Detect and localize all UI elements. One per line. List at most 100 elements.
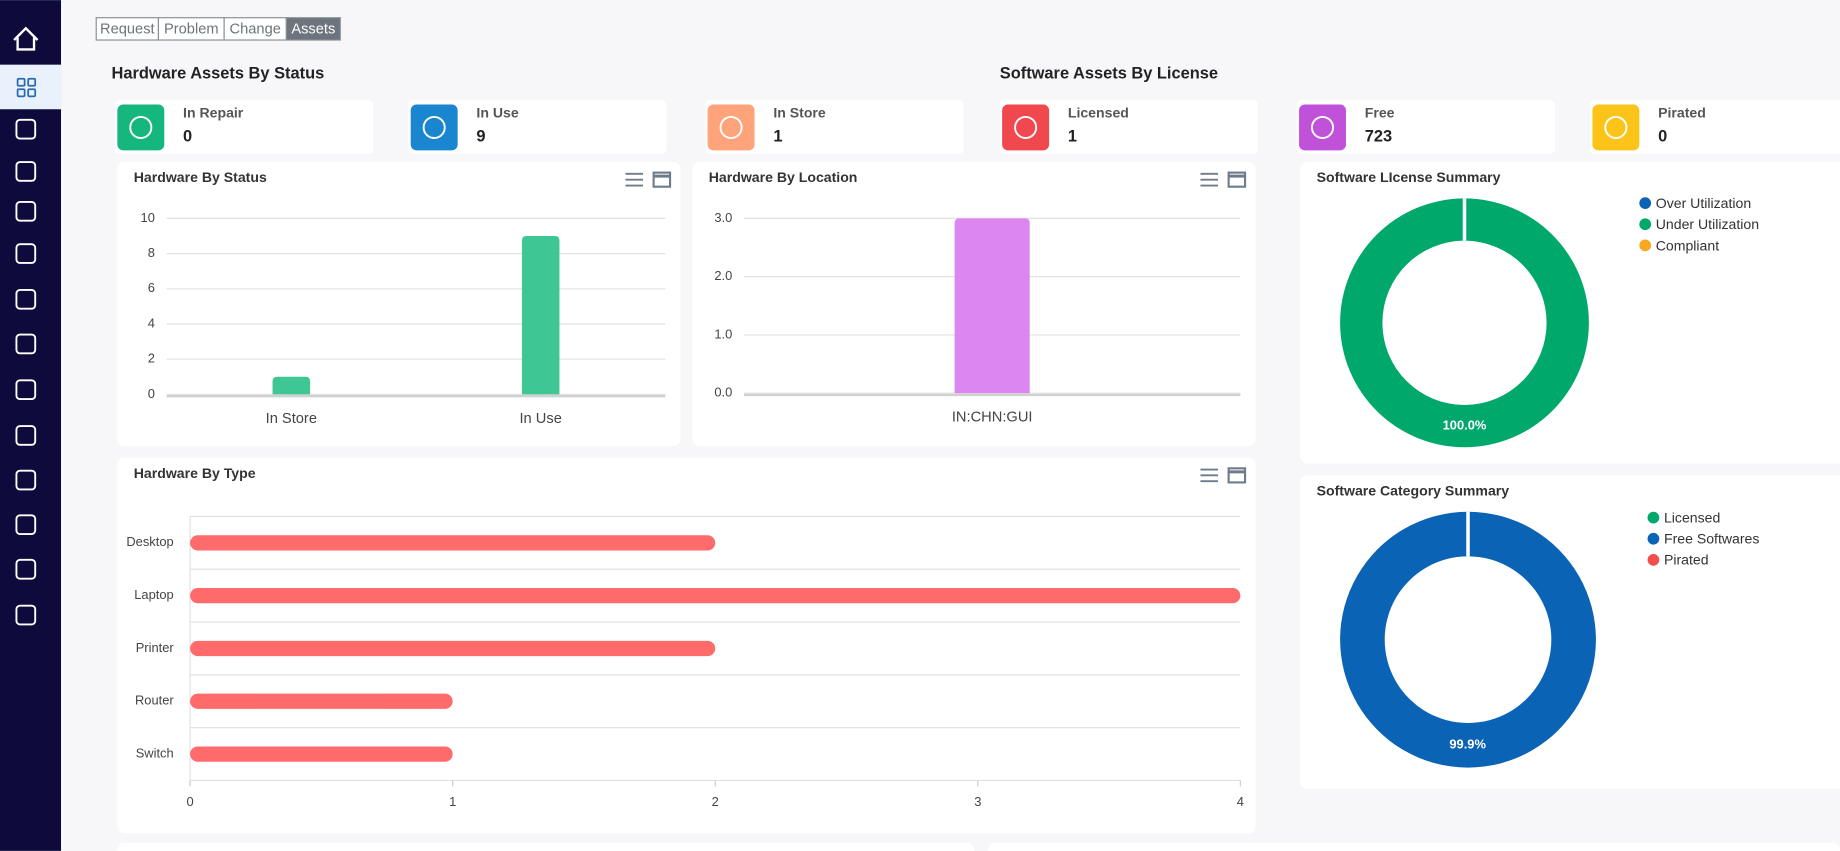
stat-value: 1 xyxy=(773,128,782,146)
nav-icon[interactable] xyxy=(15,379,37,401)
y-tick-label: 0.0 xyxy=(714,385,732,400)
legend-label[interactable]: Pirated xyxy=(1664,552,1709,568)
donut-slice xyxy=(1340,198,1589,448)
tab-label[interactable]: Assets xyxy=(291,21,335,37)
sidebar-active xyxy=(0,64,62,110)
bar xyxy=(190,746,453,762)
x-tick-label: In Use xyxy=(519,411,561,427)
nav-icon[interactable] xyxy=(15,469,37,491)
chart-title: Hardware By Type xyxy=(134,465,256,481)
legend-marker[interactable] xyxy=(1647,532,1660,545)
expand-icon[interactable] xyxy=(1227,467,1247,484)
tab[interactable] xyxy=(285,17,341,41)
legend-marker[interactable] xyxy=(1639,197,1652,209)
menu-icon[interactable] xyxy=(1200,468,1219,483)
stat-label: In Repair xyxy=(183,105,244,121)
nav-icon[interactable] xyxy=(15,425,37,446)
legend-label[interactable]: Under Utilization xyxy=(1656,216,1759,232)
expand-icon[interactable] xyxy=(652,171,672,188)
stat-card xyxy=(115,99,374,154)
expand-icon[interactable] xyxy=(1227,171,1247,188)
stat-card xyxy=(408,99,667,154)
data-label: 100.0% xyxy=(1443,417,1487,432)
bar xyxy=(190,588,1241,604)
stat-value: 9 xyxy=(476,128,485,146)
chart-title: Software LIcense Summary xyxy=(1317,169,1501,185)
y-tick-label: 6 xyxy=(148,280,155,295)
nav-icon[interactable] xyxy=(15,118,37,140)
y-tick-label: 2.0 xyxy=(714,268,732,283)
stat-value: 0 xyxy=(1658,128,1667,146)
stat-icon xyxy=(1592,104,1640,151)
stat-card xyxy=(999,99,1258,154)
nav-icon[interactable] xyxy=(27,88,37,98)
x-tick-label: 1 xyxy=(449,794,456,809)
nav-icon[interactable] xyxy=(13,26,39,51)
legend-label[interactable]: Over Utilization xyxy=(1656,195,1751,211)
y-tick-label: Laptop xyxy=(134,587,173,602)
y-tick-label: 0 xyxy=(148,386,155,401)
x-tick-label: 2 xyxy=(712,794,719,809)
chart-title: Hardware By Status xyxy=(134,169,267,185)
y-tick-label: 8 xyxy=(148,245,155,260)
legend-marker[interactable] xyxy=(1639,239,1652,252)
x-tick-label: IN:CHN:GUI xyxy=(952,410,1033,426)
y-tick-label: Desktop xyxy=(126,534,173,549)
stat-value: 0 xyxy=(183,128,192,146)
bar xyxy=(954,218,1030,394)
legend-label[interactable]: Licensed xyxy=(1664,510,1720,526)
nav-icon[interactable] xyxy=(15,243,37,264)
y-tick-label: Switch xyxy=(136,745,174,760)
tab-label[interactable]: Change xyxy=(230,21,281,37)
legend-label[interactable]: Free Softwares xyxy=(1664,531,1759,547)
nav-icon[interactable] xyxy=(15,333,37,355)
panel-edge xyxy=(117,842,974,851)
panel-edge xyxy=(988,842,1840,851)
y-tick-label: 10 xyxy=(141,210,155,225)
nav-icon[interactable] xyxy=(15,201,37,222)
legend-marker[interactable] xyxy=(1647,553,1660,566)
nav-icon[interactable] xyxy=(15,161,37,182)
x-tick-label: 4 xyxy=(1237,794,1244,809)
tab-label[interactable]: Problem xyxy=(164,21,219,37)
donut-slice xyxy=(1340,511,1596,768)
y-tick-label: 4 xyxy=(148,315,155,330)
y-tick-label: 1.0 xyxy=(714,326,732,341)
nav-icon[interactable] xyxy=(15,289,37,310)
stat-label: Pirated xyxy=(1658,105,1706,121)
menu-icon[interactable] xyxy=(625,172,644,187)
nav-icon[interactable] xyxy=(16,77,26,87)
menu-icon[interactable] xyxy=(1200,172,1219,187)
stat-icon xyxy=(1299,104,1346,151)
stat-icon xyxy=(707,104,755,151)
legend-marker[interactable] xyxy=(1647,511,1660,524)
stat-card xyxy=(1590,99,1840,154)
nav-icon[interactable] xyxy=(16,88,26,98)
stat-value: 723 xyxy=(1365,128,1392,146)
bar xyxy=(272,376,311,395)
nav-icon[interactable] xyxy=(15,558,37,580)
nav-icon[interactable] xyxy=(27,77,37,87)
stat-label: Licensed xyxy=(1068,105,1129,121)
section-title: Software Assets By License xyxy=(1000,64,1218,82)
nav-icon[interactable] xyxy=(15,604,37,626)
legend-label[interactable]: Compliant xyxy=(1656,237,1719,253)
chart-title: Hardware By Location xyxy=(709,169,858,185)
x-tick-label: 3 xyxy=(974,794,981,809)
section-title: Hardware Assets By Status xyxy=(111,64,324,82)
bar xyxy=(521,235,560,395)
stat-icon-glyph xyxy=(1014,115,1038,139)
tab-label[interactable]: Request xyxy=(100,21,155,37)
chart-panel xyxy=(117,162,681,447)
stat-icon-glyph xyxy=(1604,115,1628,139)
bar xyxy=(190,535,716,551)
y-tick-label: Printer xyxy=(136,640,175,655)
nav-icon[interactable] xyxy=(15,514,37,535)
stat-icon-glyph xyxy=(719,115,743,139)
stat-label: Free xyxy=(1365,105,1395,121)
stat-icon xyxy=(410,104,458,151)
legend-marker[interactable] xyxy=(1639,218,1652,231)
stat-label: In Use xyxy=(476,105,518,121)
